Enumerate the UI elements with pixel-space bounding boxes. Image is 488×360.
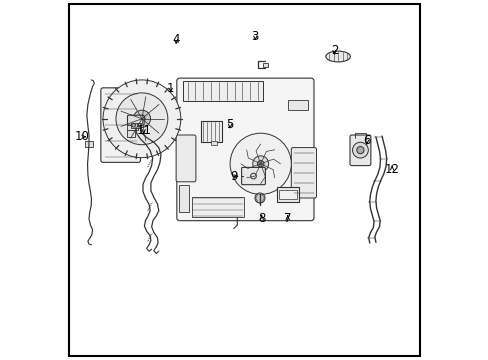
Circle shape — [250, 173, 256, 179]
FancyBboxPatch shape — [183, 81, 262, 101]
FancyBboxPatch shape — [263, 63, 268, 67]
FancyBboxPatch shape — [101, 88, 140, 162]
Text: 3: 3 — [251, 30, 259, 42]
Circle shape — [132, 123, 135, 127]
Circle shape — [257, 161, 264, 167]
Circle shape — [254, 193, 264, 203]
FancyBboxPatch shape — [127, 115, 144, 125]
FancyBboxPatch shape — [279, 190, 296, 199]
Text: 7: 7 — [284, 212, 291, 225]
Text: 4: 4 — [172, 33, 180, 46]
FancyBboxPatch shape — [126, 122, 137, 130]
Text: 6: 6 — [363, 134, 370, 147]
Text: 9: 9 — [230, 170, 238, 183]
FancyBboxPatch shape — [210, 141, 217, 145]
FancyBboxPatch shape — [130, 123, 141, 128]
Ellipse shape — [325, 51, 349, 62]
Circle shape — [133, 110, 150, 127]
Circle shape — [103, 80, 181, 158]
Text: 8: 8 — [258, 212, 265, 225]
FancyBboxPatch shape — [201, 121, 222, 142]
Text: 5: 5 — [226, 118, 233, 131]
FancyBboxPatch shape — [176, 135, 196, 182]
FancyBboxPatch shape — [179, 185, 189, 212]
Circle shape — [116, 93, 167, 145]
Text: 10: 10 — [74, 130, 89, 143]
Text: 2: 2 — [330, 44, 338, 57]
FancyBboxPatch shape — [291, 148, 316, 198]
Circle shape — [137, 123, 141, 127]
FancyBboxPatch shape — [287, 100, 307, 110]
FancyBboxPatch shape — [126, 130, 134, 137]
FancyBboxPatch shape — [349, 135, 370, 166]
Text: 1: 1 — [166, 82, 174, 95]
Circle shape — [356, 147, 363, 154]
FancyBboxPatch shape — [85, 141, 92, 147]
FancyBboxPatch shape — [241, 167, 265, 185]
FancyBboxPatch shape — [192, 197, 244, 217]
Text: 12: 12 — [384, 163, 399, 176]
FancyBboxPatch shape — [177, 78, 313, 221]
Circle shape — [252, 156, 268, 172]
FancyBboxPatch shape — [276, 187, 299, 202]
Circle shape — [352, 142, 367, 158]
Circle shape — [139, 116, 145, 122]
Text: 11: 11 — [136, 124, 151, 137]
Circle shape — [230, 133, 291, 194]
